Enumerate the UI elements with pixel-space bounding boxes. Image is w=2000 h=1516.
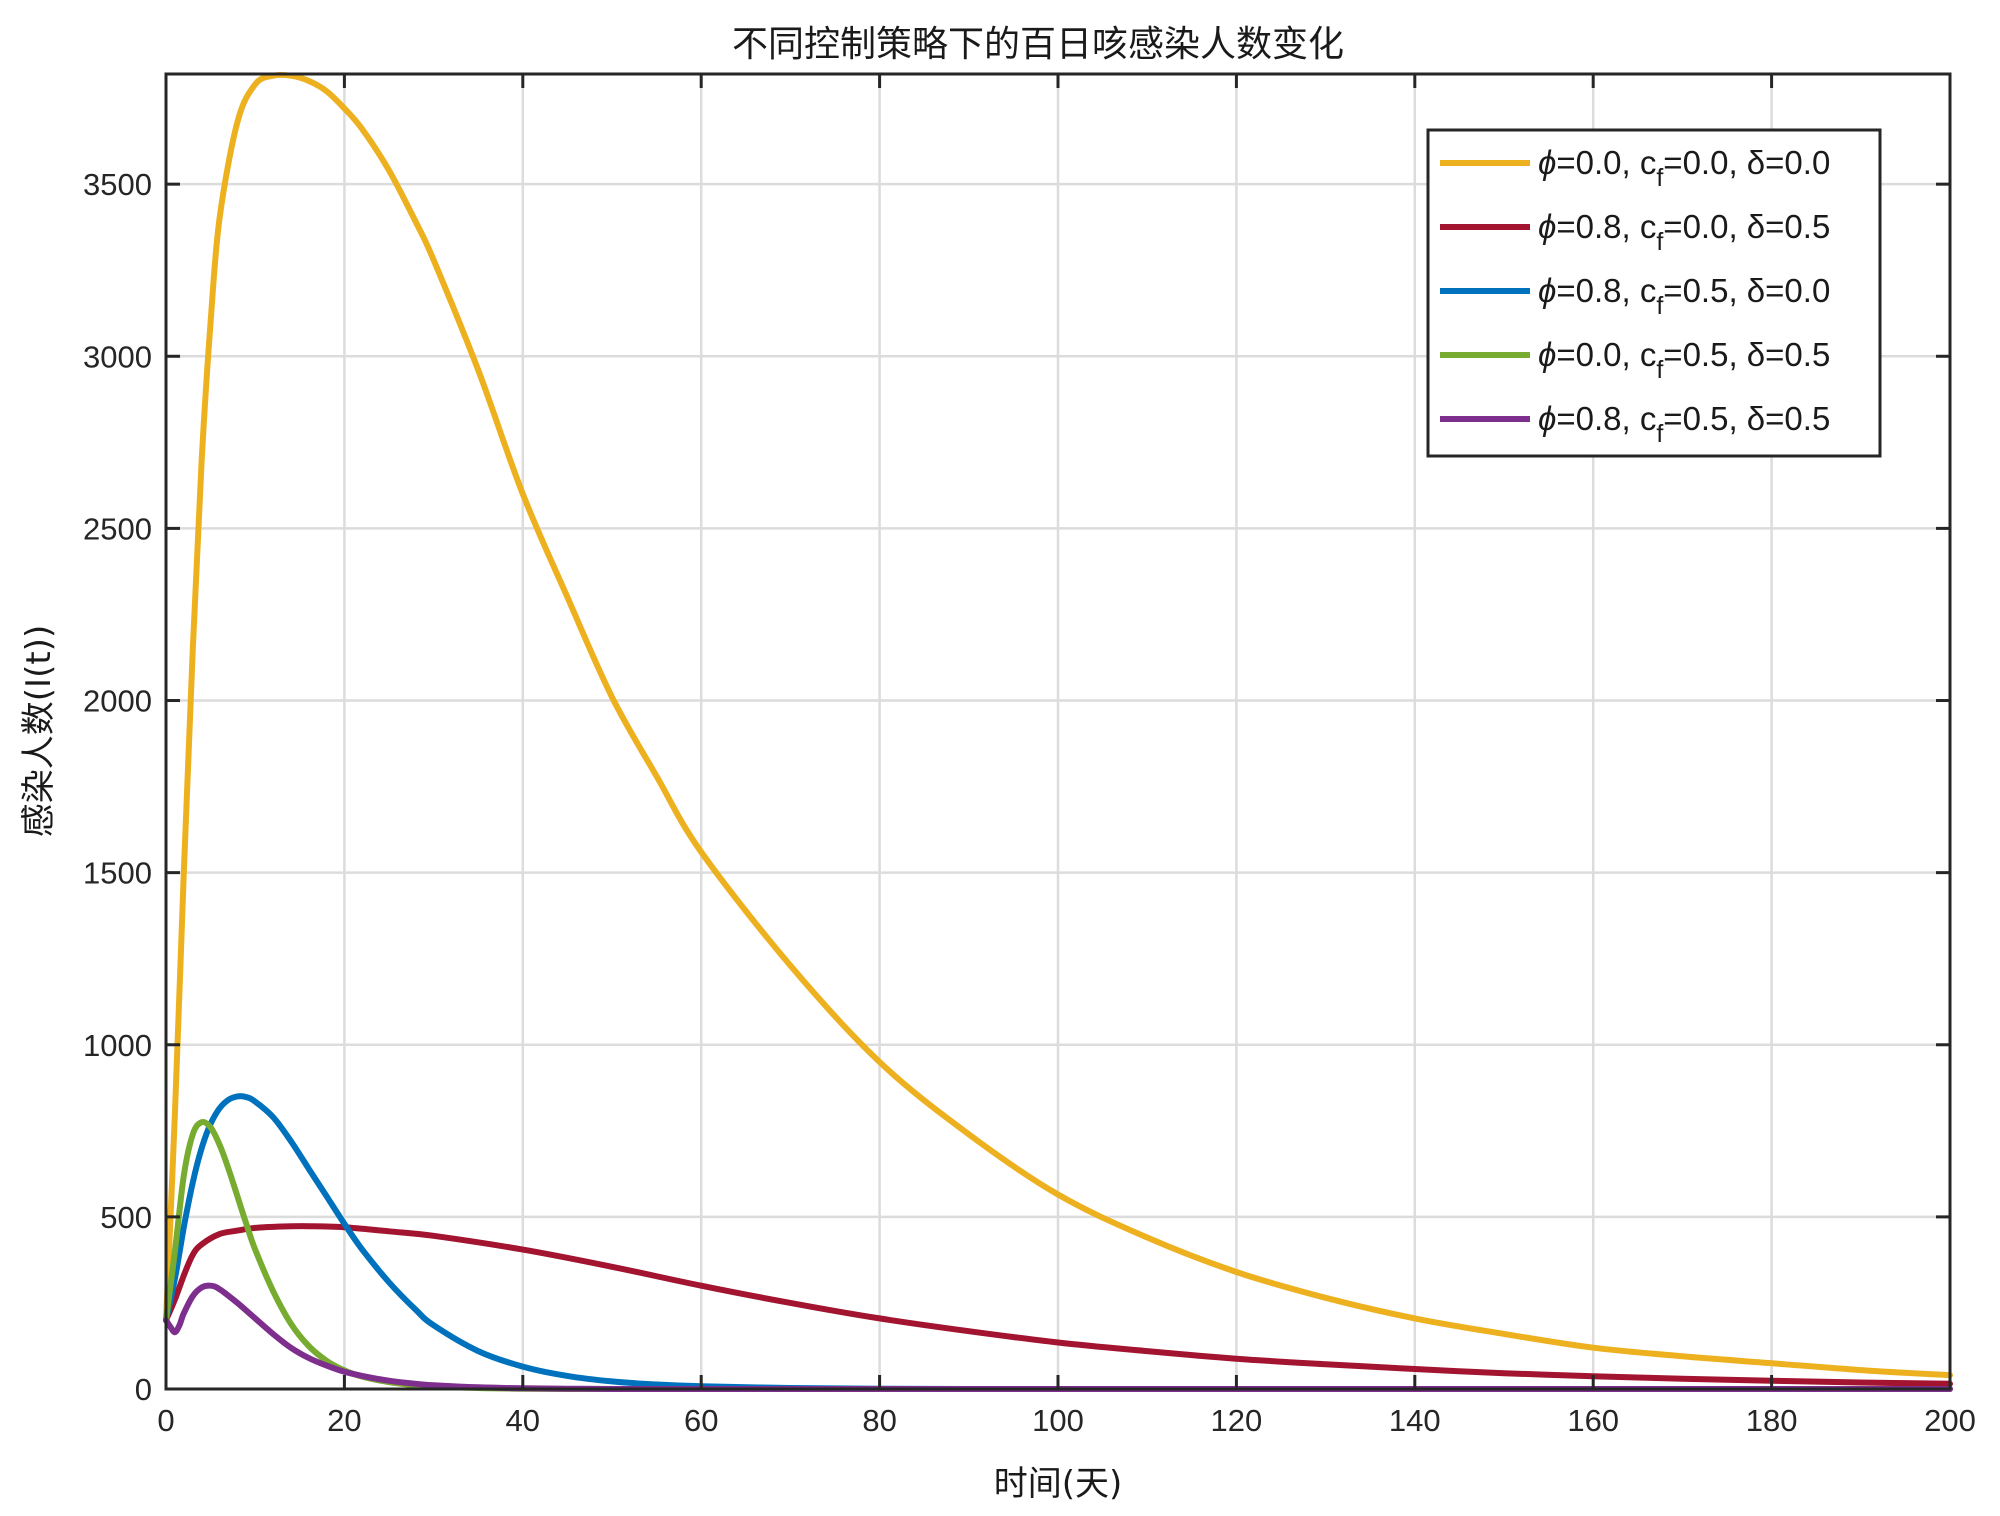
legend-label-subscript: f [1656, 292, 1663, 320]
x-tick-label: 100 [1032, 1403, 1084, 1438]
y-tick-label: 1000 [83, 1028, 152, 1063]
legend-label-5: ϕ=0.8, cf=0.5, δ=0.5 [1538, 400, 1830, 448]
legend-label-subscript: f [1656, 420, 1663, 448]
legend-label-part: =0.5, δ=0.5 [1663, 400, 1830, 437]
y-tick-label: 2500 [83, 511, 152, 546]
x-tick-label: 140 [1389, 1403, 1441, 1438]
y-tick-label: 2000 [83, 684, 152, 719]
legend-label-part: =0.0, c [1556, 336, 1656, 373]
x-tick-label: 40 [506, 1403, 540, 1438]
legend-label-1: ϕ=0.0, cf=0.0, δ=0.0 [1538, 144, 1830, 192]
x-tick-label: 200 [1924, 1403, 1976, 1438]
y-tick-label: 0 [135, 1372, 152, 1407]
x-tick-label: 120 [1211, 1403, 1263, 1438]
chart-title: 不同控制策略下的百日咳感染人数变化 [732, 24, 1344, 65]
legend-label-subscript: f [1656, 164, 1663, 192]
x-tick-label: 0 [157, 1403, 174, 1438]
y-tick-label: 500 [100, 1200, 152, 1235]
legend-phi-symbol: ϕ [1538, 272, 1556, 309]
x-tick-label: 60 [684, 1403, 718, 1438]
series-line-2 [163, 1223, 1953, 1387]
x-tick-label: 180 [1746, 1403, 1798, 1438]
legend-label-part: =0.0, δ=0.0 [1663, 144, 1830, 181]
legend-phi-symbol: ϕ [1538, 336, 1556, 373]
legend-label-part: =0.5, δ=0.5 [1663, 336, 1830, 373]
legend-label-3: ϕ=0.8, cf=0.5, δ=0.0 [1538, 272, 1830, 320]
y-tick-label: 1500 [83, 856, 152, 891]
legend-label-subscript: f [1656, 356, 1663, 384]
legend-label-4: ϕ=0.0, cf=0.5, δ=0.5 [1538, 336, 1830, 384]
x-tick-label: 160 [1567, 1403, 1619, 1438]
legend-label-part: =0.8, c [1556, 400, 1656, 437]
legend-phi-symbol: ϕ [1538, 144, 1556, 181]
legend-label-part: =0.5, δ=0.0 [1663, 272, 1830, 309]
x-axis-title: 时间(天) [994, 1464, 1123, 1504]
x-tick-label: 20 [327, 1403, 361, 1438]
y-tick-label: 3000 [83, 339, 152, 374]
legend-label-2: ϕ=0.8, cf=0.0, δ=0.5 [1538, 208, 1830, 256]
legend-phi-symbol: ϕ [1538, 208, 1556, 245]
legend-phi-symbol: ϕ [1538, 400, 1556, 437]
legend-label-part: =0.8, c [1556, 272, 1656, 309]
legend-label-part: =0.0, c [1556, 144, 1656, 181]
x-tick-label: 80 [862, 1403, 896, 1438]
y-axis-title: 感染人数(I(t)) [19, 625, 59, 837]
legend-label-part: =0.8, c [1556, 208, 1656, 245]
y-tick-label: 3500 [83, 167, 152, 202]
legend-label-subscript: f [1656, 228, 1663, 256]
axis-ticks: 0 20 40 60 80 100 120 140 160 180 2000500100015002… [83, 74, 1976, 1438]
legend-label-part: =0.0, δ=0.5 [1663, 208, 1830, 245]
legend: ϕ=0.0, cf=0.0, δ=0.0ϕ=0.8, cf=0.0, δ=0.5… [1426, 128, 1882, 458]
series-line-1 [163, 71, 1953, 1379]
